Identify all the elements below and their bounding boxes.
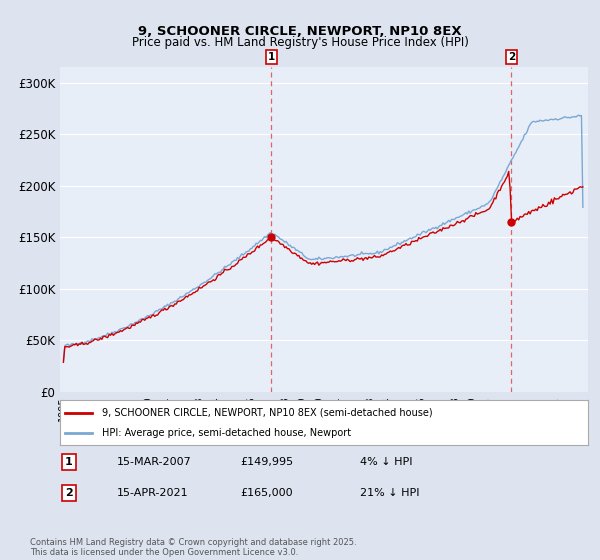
Text: 9, SCHOONER CIRCLE, NEWPORT, NP10 8EX: 9, SCHOONER CIRCLE, NEWPORT, NP10 8EX <box>138 25 462 38</box>
Text: HPI: Average price, semi-detached house, Newport: HPI: Average price, semi-detached house,… <box>102 428 352 438</box>
Text: Price paid vs. HM Land Registry's House Price Index (HPI): Price paid vs. HM Land Registry's House … <box>131 36 469 49</box>
Text: 15-MAR-2007: 15-MAR-2007 <box>117 457 192 467</box>
Text: £165,000: £165,000 <box>240 488 293 498</box>
Text: 15-APR-2021: 15-APR-2021 <box>117 488 188 498</box>
Text: 4% ↓ HPI: 4% ↓ HPI <box>360 457 413 467</box>
Text: 9, SCHOONER CIRCLE, NEWPORT, NP10 8EX (semi-detached house): 9, SCHOONER CIRCLE, NEWPORT, NP10 8EX (s… <box>102 408 433 418</box>
Text: £149,995: £149,995 <box>240 457 293 467</box>
Text: Contains HM Land Registry data © Crown copyright and database right 2025.
This d: Contains HM Land Registry data © Crown c… <box>30 538 356 557</box>
Text: 2: 2 <box>65 488 73 498</box>
Text: 1: 1 <box>65 457 73 467</box>
Text: 21% ↓ HPI: 21% ↓ HPI <box>360 488 419 498</box>
Text: 1: 1 <box>268 52 275 62</box>
Text: 2: 2 <box>508 52 515 62</box>
